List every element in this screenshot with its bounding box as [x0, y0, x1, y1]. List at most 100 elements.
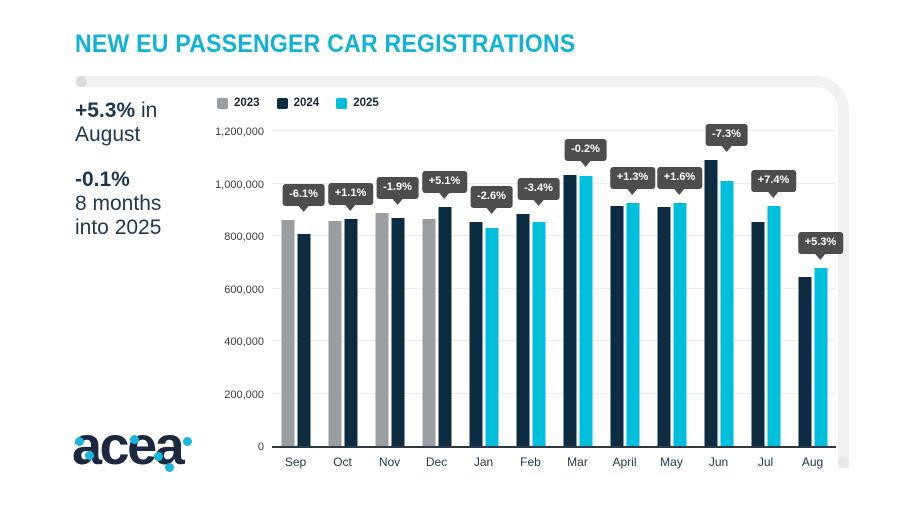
bar-2024-nov	[391, 218, 404, 446]
bar-2024-feb	[516, 214, 529, 446]
bar-2023-oct	[328, 221, 341, 446]
y-tick-label: 400,000	[224, 336, 264, 348]
bar-pair	[704, 160, 733, 446]
gridline	[272, 287, 836, 289]
bar-group-feb: -3.4% Feb	[507, 133, 560, 469]
logo-accent-dot-icon	[165, 463, 174, 472]
bar-2024-may	[657, 207, 670, 446]
x-axis-label-jul: Jul	[757, 455, 774, 469]
bar-2025-jan	[485, 228, 498, 446]
bar-2025-jul	[767, 206, 780, 446]
bar-group-nov: -1.9% Nov	[366, 133, 419, 469]
stat-ytd-line3: into 2025	[75, 216, 162, 239]
logo-accent-dot-icon	[85, 451, 94, 460]
bar-2025-april	[626, 203, 639, 446]
page-title: NEW EU PASSENGER CAR REGISTRATIONS	[75, 30, 576, 58]
gridline	[272, 235, 836, 236]
key-stats: +5.3% in August -0.1% 8 months into 2025	[75, 99, 161, 240]
bar-2024-aug	[798, 277, 811, 446]
legend-swatch-2023	[217, 97, 228, 109]
bar-2025-may	[673, 203, 686, 446]
legend-item-2025: 2025	[336, 97, 379, 109]
frame-end-dot-left	[76, 76, 87, 87]
bar-2025-feb	[532, 222, 545, 446]
pct-change-label-aug: +5.3%	[797, 232, 844, 254]
bar-2025-aug	[814, 268, 827, 446]
logo-accent-dot-icon	[154, 452, 163, 461]
legend-swatch-2024	[276, 97, 288, 109]
bar-group-april: +1.3% April	[601, 133, 656, 469]
bar-pair	[469, 222, 498, 446]
logo-accent-dot-icon	[130, 435, 139, 444]
y-tick-label: 0	[257, 441, 264, 453]
x-axis-label-jan: Jan	[473, 455, 494, 469]
bar-2025-jun	[720, 181, 733, 446]
bar-group-oct: +1.1% Oct	[319, 133, 374, 469]
stat-august-line1: +5.3% in	[75, 99, 161, 123]
legend-label: 2024	[293, 97, 320, 109]
stat-ytd-value: -0.1%	[75, 168, 130, 191]
bar-pair	[563, 175, 592, 446]
bar-group-aug: +5.3% Aug	[789, 133, 844, 469]
pct-change-label-april: +1.3%	[609, 167, 656, 189]
x-axis-label-aug: Aug	[801, 455, 824, 469]
plot-area: -6.1% Sep +1.1% Oct -1.9% Nov +5.1% Dec -2.6% Jan…	[272, 124, 844, 469]
pct-change-label-jul: +7.4%	[750, 170, 797, 192]
bar-2025-mar	[579, 176, 592, 446]
bar-pair	[422, 207, 451, 446]
pct-change-label-oct: +1.1%	[327, 183, 374, 205]
y-tick-label: 600,000	[224, 283, 264, 296]
y-tick-label: 1,000,000	[215, 178, 264, 191]
bar-group-dec: +5.1% Dec	[413, 133, 468, 469]
legend-label: 2025	[353, 97, 379, 109]
bar-group-jul: +7.4% Jul	[742, 133, 797, 469]
x-axis-label-nov: Nov	[378, 455, 401, 469]
stat-august-line2: August	[75, 123, 141, 146]
x-axis-label-mar: Mar	[567, 455, 588, 469]
y-tick-label: 800,000	[224, 231, 264, 243]
bar-group-jun: -7.3% Jun	[695, 124, 748, 469]
stat-ytd-line2: 8 months	[75, 192, 162, 215]
bar-group-sep: -6.1% Sep	[272, 133, 325, 469]
bar-2024-sep	[297, 234, 310, 446]
bar-2024-dec	[438, 207, 451, 446]
bar-pair	[516, 214, 545, 446]
stat-august-value: +5.3%	[75, 99, 136, 122]
pct-change-label-jun: -7.3%	[705, 124, 748, 146]
frame-end-dot-bottom	[838, 457, 849, 468]
x-axis-label-sep: Sep	[284, 455, 307, 469]
bar-2024-april	[610, 206, 623, 446]
stat-ytd: -0.1% 8 months into 2025	[75, 168, 161, 240]
gridline	[272, 340, 836, 341]
gridline	[272, 130, 836, 131]
bar-2023-nov	[375, 213, 388, 446]
legend-item-2023: 2023	[217, 97, 260, 109]
bar-pair	[798, 268, 827, 446]
pct-change-label-mar: -0.2%	[564, 139, 607, 161]
pct-change-label-may: +1.6%	[656, 167, 703, 189]
x-axis-label-feb: Feb	[520, 455, 541, 469]
stat-august-suffix: in	[135, 99, 158, 122]
bar-2023-sep	[281, 220, 294, 446]
legend-label: 2023	[234, 97, 260, 109]
x-axis-label-april: April	[612, 455, 637, 469]
bar-2023-dec	[422, 219, 435, 446]
chart-legend: 2023 2024 2025	[217, 97, 379, 109]
bar-group-may: +1.6% May	[648, 133, 703, 469]
stat-august: +5.3% in August	[75, 99, 161, 147]
y-tick-label: 1,200,000	[215, 126, 264, 138]
x-axis-label-jun: Jun	[708, 455, 729, 469]
logo-accent-dot-icon	[75, 437, 84, 446]
gridline	[272, 392, 836, 394]
x-axis-label-dec: Dec	[425, 455, 448, 469]
pct-change-label-nov: -1.9%	[376, 177, 419, 199]
y-axis-labels: 1,200,000 1,000,000 800,000 600,000 400,000 2…	[190, 126, 264, 453]
bar-pair	[328, 219, 357, 446]
pct-change-label-feb: -3.4%	[517, 178, 560, 200]
pct-change-label-jan: -2.6%	[470, 186, 513, 208]
bar-2024-jan	[469, 222, 482, 446]
bar-pair	[281, 220, 310, 446]
bar-pair	[375, 213, 404, 446]
logo-accent-dot-icon	[183, 437, 192, 446]
